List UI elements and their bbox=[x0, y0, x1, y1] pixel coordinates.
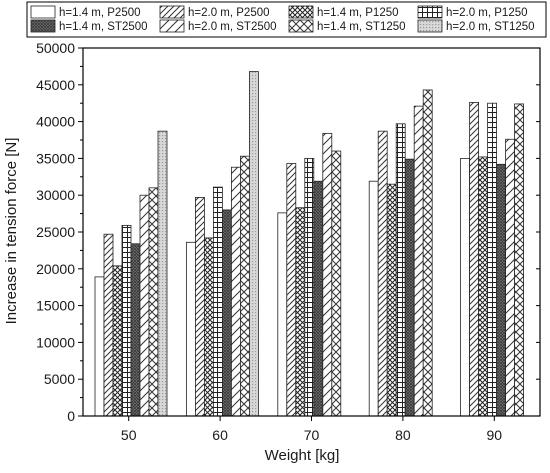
y-tick-label: 25000 bbox=[36, 224, 75, 240]
bar bbox=[386, 183, 397, 417]
bar bbox=[157, 130, 168, 417]
legend-swatch bbox=[288, 5, 314, 19]
y-tick-label: 35000 bbox=[36, 150, 75, 166]
legend-swatch bbox=[159, 5, 185, 19]
bar bbox=[277, 212, 288, 417]
bar bbox=[295, 207, 306, 417]
y-tick-label: 40000 bbox=[36, 114, 75, 130]
y-tick-label: 30000 bbox=[36, 187, 75, 203]
bar bbox=[505, 138, 516, 417]
legend-frame bbox=[26, 1, 547, 38]
bar bbox=[460, 157, 471, 417]
bar bbox=[413, 105, 424, 417]
x-axis-title: Weight [kg] bbox=[265, 447, 340, 464]
legend-label: h=2.0 m, ST1250 bbox=[446, 21, 535, 33]
bar bbox=[514, 103, 524, 417]
bar bbox=[121, 224, 132, 417]
bar bbox=[331, 150, 342, 417]
y-tick-label: 0 bbox=[67, 408, 75, 424]
bar bbox=[469, 102, 480, 417]
plot-area: 0 5000 10000 15000 20000 25000 30000 35000 40000… bbox=[36, 40, 541, 443]
legend-swatch bbox=[30, 19, 56, 33]
bar bbox=[203, 237, 214, 417]
bar bbox=[112, 265, 123, 417]
bar bbox=[478, 156, 489, 417]
bar bbox=[194, 197, 205, 417]
legend-label: h=1.4 m, P2500 bbox=[59, 7, 141, 19]
plot-frame bbox=[82, 47, 541, 417]
legend-label: h=1.4 m, ST2500 bbox=[59, 21, 148, 33]
bar bbox=[212, 186, 223, 417]
legend-label: h=2.0 m, P2500 bbox=[188, 7, 270, 19]
bar bbox=[248, 71, 259, 417]
bar bbox=[239, 155, 250, 417]
bar bbox=[103, 233, 114, 417]
y-tick-label: 15000 bbox=[36, 298, 75, 314]
bar bbox=[404, 158, 415, 417]
x-tick-label: 60 bbox=[212, 427, 228, 443]
y-tick-label: 5000 bbox=[44, 371, 75, 387]
y-axis-title: Increase in tension force [N] bbox=[3, 138, 20, 325]
bar bbox=[148, 187, 159, 417]
legend-label: h=1.4 m, P1250 bbox=[317, 7, 399, 19]
bar bbox=[221, 209, 232, 417]
legend-swatch bbox=[159, 19, 185, 33]
x-tick-label: 80 bbox=[395, 427, 411, 443]
bar bbox=[185, 241, 196, 417]
bar bbox=[496, 163, 507, 417]
bar bbox=[322, 132, 333, 417]
y-tick-label: 10000 bbox=[36, 334, 75, 350]
x-tick-label: 70 bbox=[304, 427, 320, 443]
bar bbox=[377, 130, 388, 417]
bar bbox=[230, 166, 241, 417]
legend-swatch bbox=[417, 5, 443, 19]
bar bbox=[139, 194, 150, 417]
bar bbox=[304, 157, 315, 417]
legend-label: h=2.0 m, ST2500 bbox=[188, 21, 277, 33]
x-tick-label: 90 bbox=[487, 427, 503, 443]
bar bbox=[368, 180, 379, 417]
bar bbox=[395, 123, 406, 417]
legend-label: h=2.0 m, P1250 bbox=[446, 7, 528, 19]
legend-swatch bbox=[30, 5, 56, 19]
x-tick-label: 50 bbox=[121, 427, 137, 443]
legend-swatch bbox=[288, 19, 314, 33]
y-tick-label: 50000 bbox=[36, 40, 75, 56]
legend-label: h=1.4 m, ST1250 bbox=[317, 21, 406, 33]
bar bbox=[487, 102, 498, 417]
y-tick-label: 20000 bbox=[36, 261, 75, 277]
bar bbox=[286, 163, 297, 417]
bar bbox=[422, 89, 433, 417]
y-tick-label: 45000 bbox=[36, 77, 75, 93]
bar bbox=[130, 243, 141, 417]
legend-swatch bbox=[417, 19, 443, 33]
bar bbox=[313, 180, 324, 417]
bar bbox=[94, 276, 105, 417]
legend: h=1.4 m, P2500 h=2.0 m, P2500 h=1.4 m, P12… bbox=[26, 1, 547, 38]
